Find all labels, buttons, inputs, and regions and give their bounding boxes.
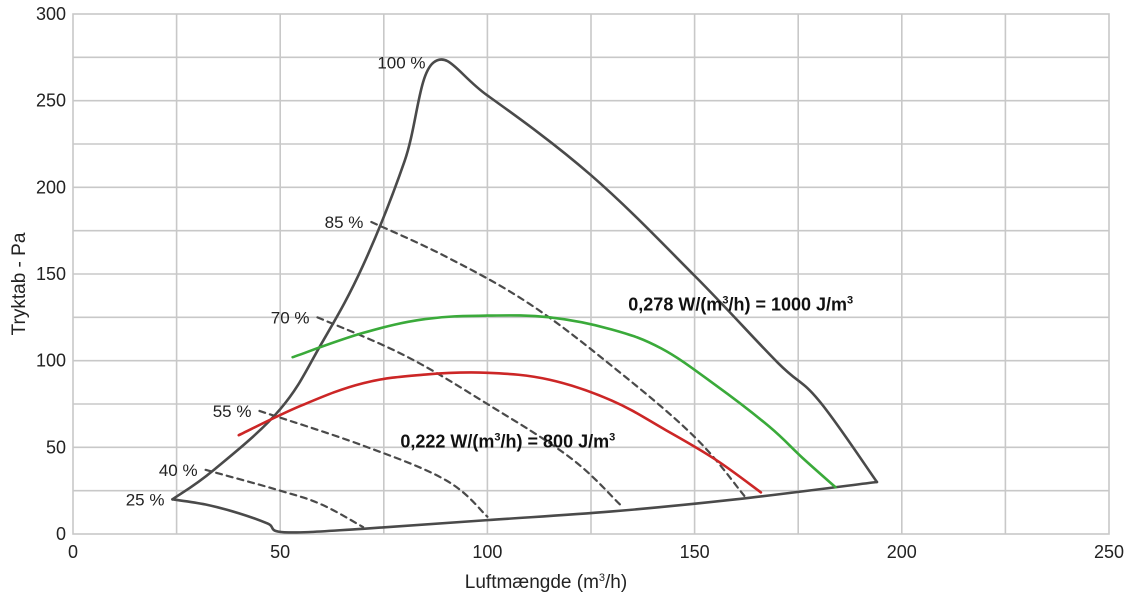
y-tick-label: 100	[36, 351, 66, 371]
curve-labels: 100 % 85 % 70 % 55 % 40 % 25 %	[126, 54, 426, 510]
x-tick-label: 150	[680, 542, 710, 562]
tick-labels: 0 50 100 150 200 250 0 50 100 150 200 250 300	[36, 4, 1124, 562]
curve-label: 25 %	[126, 490, 165, 509]
curve-label: 55 %	[213, 402, 252, 421]
x-tick-label: 200	[887, 542, 917, 562]
series-line-3	[316, 316, 622, 506]
series-line-7	[291, 314, 837, 489]
x-tick-label: 50	[270, 542, 290, 562]
series-line-2	[370, 220, 746, 497]
y-tick-label: 200	[36, 177, 66, 197]
annotations: 0,278 W/(m3/h) = 1000 J/m3 0,222 W/(m3/h)…	[400, 294, 853, 451]
y-tick-label: 150	[36, 264, 66, 284]
y-axis-label: Tryktab - Pa	[9, 232, 30, 335]
curve-label: 40 %	[159, 461, 198, 480]
x-tick-label: 100	[472, 542, 502, 562]
curve-label: 85 %	[325, 213, 364, 232]
series	[171, 58, 879, 534]
series-line-0	[171, 58, 879, 501]
x-axis-label: Luftmængde (m3/h)	[465, 572, 627, 593]
power-annotation: 0,278 W/(m3/h) = 1000 J/m3	[628, 294, 853, 314]
plot-frame	[72, 13, 1110, 535]
x-tick-label: 250	[1094, 542, 1124, 562]
curve-label: 100 %	[377, 54, 425, 73]
series-line-1	[171, 480, 879, 534]
y-tick-label: 50	[46, 437, 66, 457]
series-line-4	[258, 409, 489, 518]
power-annotation: 0,222 W/(m3/h) = 800 J/m3	[400, 431, 615, 451]
series-line-5	[204, 468, 365, 529]
x-tick-label: 0	[68, 542, 78, 562]
y-tick-label: 0	[56, 524, 66, 544]
curve-label: 70 %	[271, 308, 310, 327]
y-tick-label: 300	[36, 4, 66, 24]
series-line-8	[237, 371, 763, 494]
grid	[72, 13, 1110, 535]
y-tick-label: 250	[36, 91, 66, 111]
